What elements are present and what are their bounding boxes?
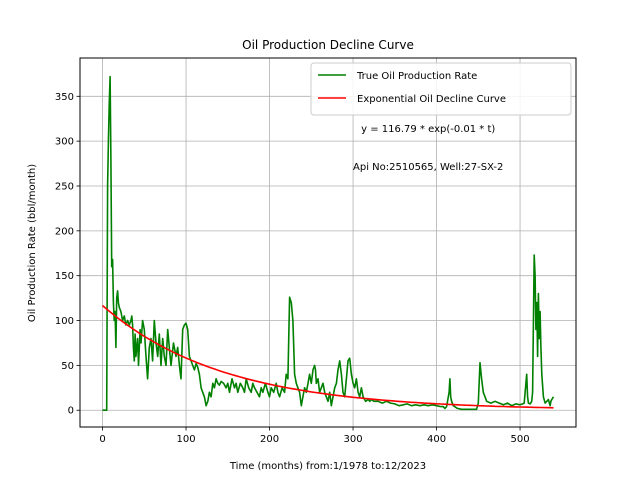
legend-label-true: True Oil Production Rate: [356, 71, 477, 82]
tick-layer: 0 100 200 300 400 500 0 50 100 150 200 250 300 350: [55, 92, 530, 445]
x-tick-label: 400: [427, 434, 446, 445]
legend-label-fit: Exponential Oil Decline Curve: [357, 94, 506, 105]
y-tick-label: 350: [55, 92, 74, 103]
y-tick-label: 0: [68, 406, 74, 417]
chart-title: Oil Production Decline Curve: [242, 38, 414, 52]
annotation-layer: y = 116.79 * exp(-0.01 * t) Api No:25105…: [353, 124, 503, 173]
x-tick-label: 500: [511, 434, 530, 445]
fit-equation: y = 116.79 * exp(-0.01 * t): [361, 124, 495, 135]
x-axis-label: Time (months) from:1/1978 to:12/2023: [229, 461, 426, 472]
x-tick-label: 100: [177, 434, 196, 445]
x-tick-label: 300: [344, 434, 363, 445]
series-layer: [101, 75, 555, 411]
well-info: Api No:2510565, Well:27-SX-2: [353, 162, 503, 173]
y-tick-label: 50: [61, 361, 74, 372]
y-axis-label: Oil Production Rate (bbl/month): [27, 164, 38, 322]
legend-box: [310, 62, 572, 116]
series-line-true-production: [102, 75, 555, 411]
x-tick-label: 0: [99, 434, 105, 445]
y-tick-label: 300: [55, 137, 74, 148]
x-tick-label: 200: [260, 434, 279, 445]
y-tick-label: 250: [55, 181, 74, 192]
y-tick-label: 100: [55, 316, 74, 327]
plot-frame: [79, 57, 577, 428]
legend: True Oil Production Rate Exponential Oil…: [310, 62, 572, 116]
y-tick-label: 200: [55, 226, 74, 237]
series-line-exponential-fit: [101, 304, 554, 409]
y-tick-label: 150: [55, 271, 74, 282]
